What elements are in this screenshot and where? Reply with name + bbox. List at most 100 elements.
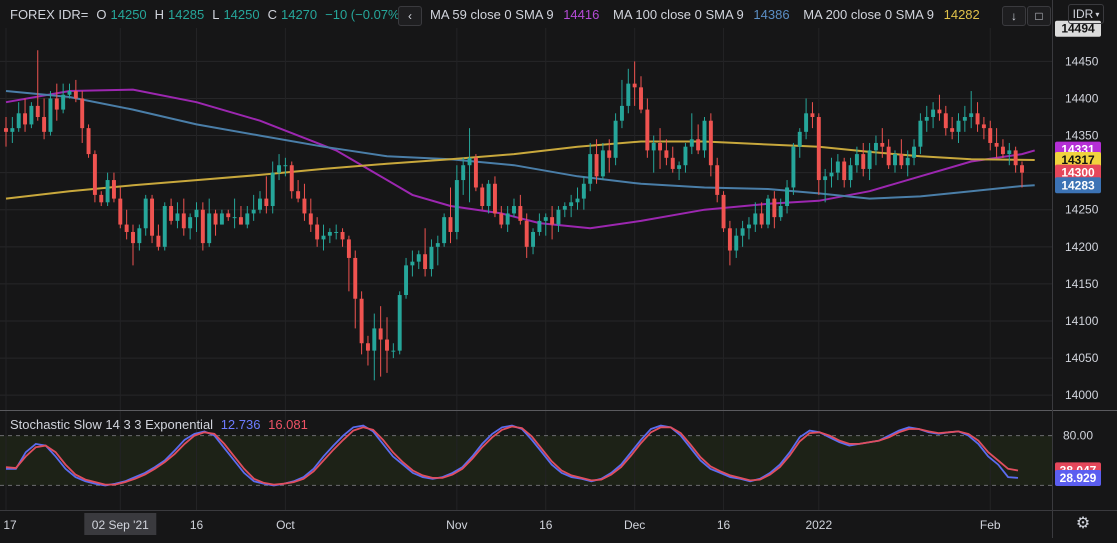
change-value: −10 (−0.07%) xyxy=(325,7,404,22)
ma-line-2 xyxy=(5,140,1035,200)
candle-body xyxy=(321,235,326,240)
candle-body xyxy=(835,161,840,173)
price-badge-label: 14283 xyxy=(1061,178,1095,192)
ma-line-1 xyxy=(5,90,1035,200)
candle-body xyxy=(518,206,523,221)
candle-body xyxy=(473,157,478,188)
candle-body xyxy=(753,213,758,225)
candle-body xyxy=(931,109,936,118)
candle-body xyxy=(467,157,472,166)
download-button[interactable]: ↓ xyxy=(1002,6,1026,26)
candle-body xyxy=(289,165,294,192)
candle-body xyxy=(346,239,351,258)
candle-body xyxy=(213,213,218,225)
candle-body xyxy=(962,117,967,121)
candle-body xyxy=(575,198,580,203)
candle-body xyxy=(854,154,859,166)
candle-body xyxy=(435,243,440,247)
candle-body xyxy=(1020,165,1024,173)
price-tick-label: 14350 xyxy=(1065,129,1099,143)
fullscreen-button[interactable]: □ xyxy=(1027,6,1051,26)
candle-body xyxy=(829,172,834,177)
candle-body xyxy=(118,198,123,225)
ohlc-legend: FOREX IDR= O 14250 H 14285 L 14250 C 14270 −… xyxy=(10,7,404,22)
candle-body xyxy=(315,224,320,240)
ma200-label: MA 200 close 0 SMA 9 xyxy=(803,7,934,22)
candle-body xyxy=(740,228,745,236)
x-axis-label: Oct xyxy=(276,518,295,532)
candle-body xyxy=(759,213,764,225)
candle-body xyxy=(600,150,605,177)
candle-body xyxy=(969,113,974,118)
candle-body xyxy=(899,154,904,166)
candle-body xyxy=(924,117,929,121)
collapse-legend-button[interactable]: ‹ xyxy=(398,6,422,26)
price-tick-label: 14050 xyxy=(1065,351,1099,365)
close-value: 14270 xyxy=(280,7,318,22)
currency-button-label: IDR xyxy=(1072,7,1094,21)
candle-body xyxy=(562,206,567,210)
candle-body xyxy=(410,261,415,266)
x-axis-label: Nov xyxy=(446,518,467,532)
candle-body xyxy=(816,117,821,181)
candle-body xyxy=(54,98,59,110)
candle-body xyxy=(10,128,15,132)
candle-body xyxy=(1013,150,1018,166)
candle-body xyxy=(626,83,631,106)
price-badge-label: 14494 xyxy=(1061,22,1095,36)
price-badge xyxy=(1055,177,1101,194)
candle-body xyxy=(404,265,409,296)
high-key: H xyxy=(154,7,165,22)
candle-body xyxy=(334,231,339,233)
candle-body xyxy=(448,217,453,232)
stochastic-label: Stochastic Slow 14 3 3 Exponential xyxy=(10,417,214,432)
candle-body xyxy=(848,165,853,181)
ma-legend: MA 59 close 0 SMA 9 14416 MA 100 close 0… xyxy=(430,7,980,22)
candle-body xyxy=(696,139,701,151)
candles xyxy=(4,50,1024,381)
candle-body xyxy=(537,220,542,232)
candle-body xyxy=(581,183,586,199)
candle-body xyxy=(683,146,688,166)
candle-body xyxy=(956,120,961,132)
candle-body xyxy=(442,217,447,244)
price-tick-label: 14150 xyxy=(1065,277,1099,291)
chevron-left-icon: ‹ xyxy=(408,9,412,23)
price-tick-label: 14450 xyxy=(1065,54,1099,68)
candle-body xyxy=(99,194,104,203)
candle-body xyxy=(277,165,282,173)
candle-body xyxy=(80,98,85,129)
candle-body xyxy=(131,231,135,244)
candle-body xyxy=(42,117,47,132)
candle-body xyxy=(639,87,643,110)
candle-body xyxy=(92,154,97,195)
settings-button[interactable]: ⚙ xyxy=(1071,513,1095,533)
symbol-name: FOREX IDR= xyxy=(10,7,89,22)
fullscreen-icon: □ xyxy=(1035,9,1043,23)
candle-body xyxy=(251,209,256,214)
currency-button[interactable]: IDR ▾ xyxy=(1068,4,1104,24)
candle-body xyxy=(492,183,497,214)
candle-body xyxy=(283,165,288,167)
stochastic-tick-label: 80.00 xyxy=(1063,429,1093,443)
candle-body xyxy=(105,180,110,203)
candle-body xyxy=(67,91,72,95)
candle-body xyxy=(162,206,167,247)
stochastic-badge-label: 28.929 xyxy=(1060,471,1097,485)
candle-body xyxy=(454,180,459,232)
stochastic-badge xyxy=(1055,469,1101,486)
price-tick-label: 14000 xyxy=(1065,388,1099,402)
candle-body xyxy=(461,165,466,181)
candle-body xyxy=(569,202,574,207)
candle-body xyxy=(810,113,815,118)
candle-body xyxy=(1007,150,1012,155)
candle-body xyxy=(137,228,142,244)
candle-body xyxy=(429,246,434,270)
x-axis-label: 02 Sep '21 xyxy=(92,518,149,532)
candle-body xyxy=(950,128,955,132)
candle-body xyxy=(797,131,802,147)
candle-body xyxy=(23,113,28,125)
candle-body xyxy=(499,213,504,225)
